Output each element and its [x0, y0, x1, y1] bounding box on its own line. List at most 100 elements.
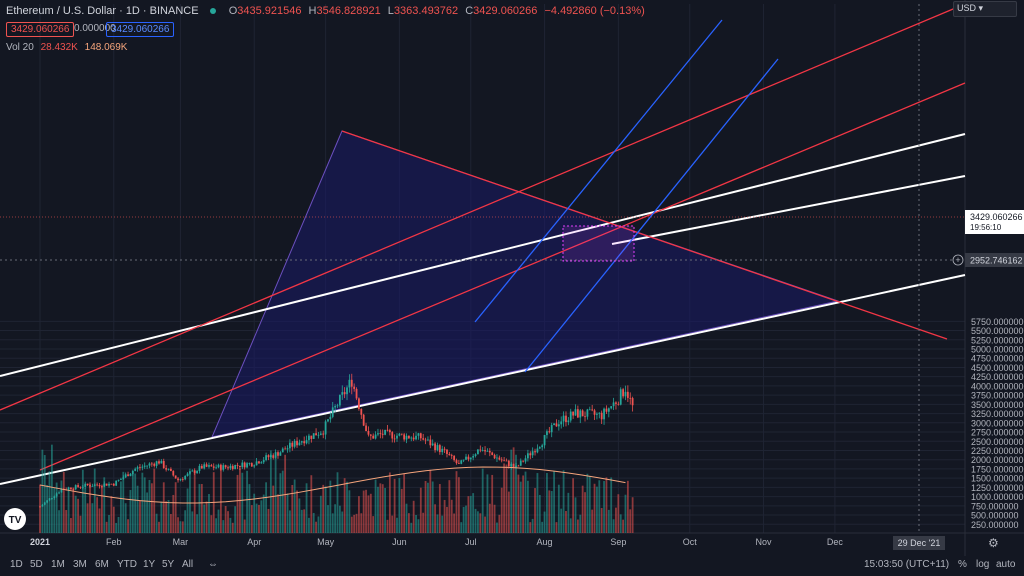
currency-button[interactable]: USD ▾	[953, 1, 1017, 17]
volume-bar	[355, 513, 358, 533]
candle-body	[560, 421, 563, 425]
candle-body	[443, 448, 446, 450]
range-1y[interactable]: 1Y	[143, 559, 156, 570]
candle-body	[170, 468, 172, 471]
volume-bar	[293, 479, 296, 533]
volume-bar	[65, 510, 68, 533]
volume-bar	[131, 473, 134, 533]
clock-time[interactable]: 15:03:50 (UTC+11)	[864, 559, 950, 570]
volume-bar	[274, 457, 277, 533]
volume-bar	[331, 513, 334, 533]
volume-bar	[291, 485, 294, 533]
volume-bar	[258, 504, 260, 533]
range-1d[interactable]: 1D	[10, 559, 23, 570]
candle-body	[153, 463, 156, 466]
price-tick-label: 5500.000000	[971, 326, 1024, 336]
candle-body	[110, 483, 113, 485]
volume-bar	[405, 503, 408, 533]
candle-body	[422, 438, 425, 440]
candle-body	[181, 479, 184, 480]
candle-body	[338, 394, 341, 406]
white-channel-lower	[0, 274, 966, 485]
volume-bar	[408, 513, 410, 533]
volume-bar	[560, 508, 563, 533]
candle-body	[391, 432, 394, 439]
range-1m[interactable]: 1M	[51, 559, 65, 570]
volume-bar	[417, 519, 420, 533]
gear-icon[interactable]: ⚙	[988, 536, 999, 550]
price-tick-label: 4250.000000	[971, 372, 1024, 382]
range-6m[interactable]: 6M	[95, 559, 109, 570]
date-tick-label: Oct	[683, 537, 698, 547]
volume-bar	[41, 449, 44, 533]
volume-bar	[134, 473, 137, 533]
candle-body	[419, 433, 422, 439]
volume-bar	[122, 471, 125, 533]
candle-body	[541, 445, 544, 448]
volume-bar	[250, 505, 253, 533]
candle-body	[177, 478, 179, 481]
legend-header: Ethereum / U.S. Dollar · 1D · BINANCE O3…	[6, 5, 645, 17]
volume-bar	[415, 514, 417, 533]
volume-bar	[229, 517, 232, 533]
price-tick-label: 4750.000000	[971, 354, 1024, 364]
volume-bar	[117, 517, 120, 533]
volume-bar	[46, 485, 49, 533]
symbol-title[interactable]: Ethereum / U.S. Dollar · 1D · BINANCE	[6, 5, 199, 17]
volume-bar	[438, 484, 441, 533]
candle-body	[424, 439, 427, 441]
volume-group	[39, 444, 634, 533]
range-5y[interactable]: 5Y	[162, 559, 175, 570]
volume-bar	[108, 514, 110, 533]
candle-body	[372, 435, 375, 439]
volume-bar	[527, 480, 529, 533]
range-ytd[interactable]: YTD	[117, 559, 137, 570]
volume-bar	[481, 468, 484, 533]
volume-bar	[388, 472, 391, 533]
volume-bar	[422, 512, 425, 533]
log-toggle[interactable]: log	[976, 559, 990, 570]
volume-bar	[448, 480, 451, 533]
auto-toggle[interactable]: auto	[996, 559, 1016, 570]
price-tick-label: 3250.000000	[971, 409, 1024, 419]
candle-body	[136, 467, 139, 469]
volume-bar	[208, 494, 210, 533]
volume-bar	[398, 478, 401, 533]
buy-price-box[interactable]: 3429.060266	[106, 22, 175, 37]
volume-bar	[358, 496, 360, 533]
candle-body	[274, 452, 277, 458]
candle-body	[200, 465, 203, 469]
high-value: 3546.828921	[316, 5, 381, 17]
range-all[interactable]: All	[182, 559, 194, 570]
volume-bar	[343, 478, 346, 533]
candle-body	[215, 467, 218, 469]
volume-bar	[507, 491, 510, 533]
candle-body	[379, 433, 382, 435]
candle-body	[205, 464, 208, 467]
volume-bar	[348, 490, 351, 533]
candle-body	[474, 454, 477, 457]
volume-bar	[317, 516, 320, 533]
volume-bar	[557, 484, 560, 533]
percent-toggle[interactable]: %	[958, 559, 967, 570]
date-range-icon[interactable]: ⇔	[208, 559, 218, 570]
volume-bar	[531, 518, 534, 533]
candle-body	[412, 437, 415, 440]
volume-bar	[629, 509, 632, 533]
candle-body	[624, 391, 627, 397]
tradingview-logo-mark: TV	[9, 515, 22, 526]
volume-bar	[184, 510, 187, 533]
volume-bar	[586, 473, 589, 533]
sell-price-box[interactable]: 3429.060266	[6, 22, 75, 37]
range-3m[interactable]: 3M	[73, 559, 87, 570]
candle-body	[427, 439, 429, 441]
date-tick-label: Jun	[392, 537, 407, 547]
price-tick-label: 3500.000000	[971, 400, 1024, 410]
low-value: 3363.493762	[393, 5, 459, 17]
volume-bar	[86, 503, 89, 533]
volume-bar	[469, 495, 472, 533]
range-5d[interactable]: 5D	[30, 559, 43, 570]
volume-bar	[522, 475, 525, 533]
candle-body	[117, 479, 120, 481]
